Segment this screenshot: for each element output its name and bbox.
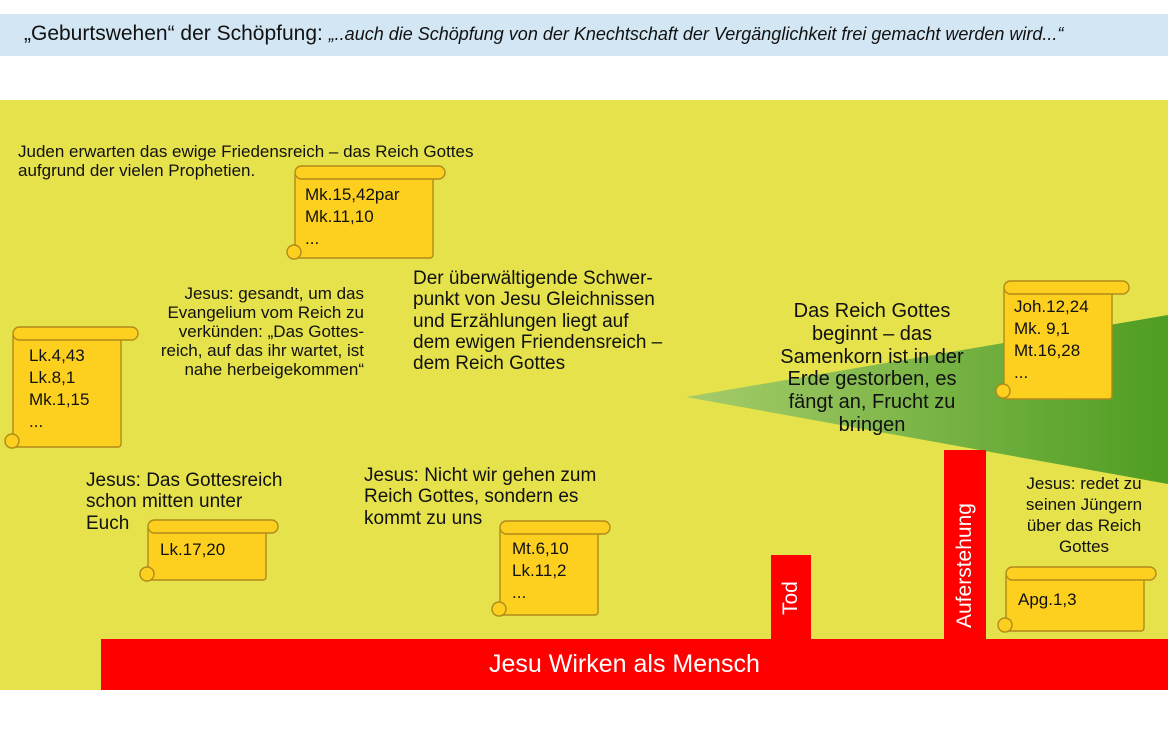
scroll-line: ... <box>512 583 527 602</box>
text-line: Jesus: redet zu <box>1026 474 1142 493</box>
scroll-line: ... <box>305 229 320 248</box>
text-line: über das Reich <box>1026 516 1142 536</box>
text-nicht-wir: Jesus: Nicht wir gehen zum Reich Gottes,… <box>364 465 596 529</box>
text-line: dem ewigen Friendensreich – <box>413 331 663 353</box>
title-text: „Geburtswehen“ der Schöpfung: <box>24 22 323 45</box>
diagram-board: Juden erwarten das ewige Friedensreich –… <box>0 100 1168 690</box>
text-line: Der überwältigende Schwer- <box>413 268 653 289</box>
scroll-line: Mt.6,10 <box>512 539 569 558</box>
text-line: Jesus: gesandt, um das <box>184 284 364 303</box>
scroll-lk17: Lk.17,20 <box>138 519 279 582</box>
scroll-mk: Mk.15,42par Mk.11,10 ... <box>285 165 446 260</box>
text-line: und Erzählungen liegt auf <box>413 310 629 332</box>
title-bar <box>0 14 1168 56</box>
main-bar <box>101 639 1168 690</box>
text-line: Jesus: Nicht wir gehen zum <box>364 465 597 486</box>
text-line: Reich Gottes, sondern es <box>364 486 579 508</box>
text-line: Samenkorn ist in der <box>780 345 964 368</box>
text-line: reich, auf das ihr wartet, ist <box>160 341 364 361</box>
text-line: schon mitten unter <box>86 491 243 513</box>
scroll-line: ... <box>29 412 44 431</box>
text-line: beginnt – das <box>811 322 933 345</box>
text-line: punkt von Jesu Gleichnissen <box>413 289 655 311</box>
tod-label: Tod <box>779 581 802 615</box>
title-quote: „..auch die Schöpfung von der Knechtscha… <box>328 24 1064 44</box>
scroll-line: Lk.17,20 <box>160 540 226 559</box>
text-line: Erde gestorben, es <box>787 368 957 391</box>
scroll-apg: Apg.1,3 <box>996 566 1157 633</box>
page-title: „Geburtswehen“ der Schöpfung: „..auch di… <box>24 22 1063 46</box>
text-line: verkünden: „Das Gottes- <box>178 322 364 342</box>
text-juden: Juden erwarten das ewige Friedensreich –… <box>18 142 473 180</box>
text-line: kommt zu uns <box>364 507 483 529</box>
scroll-line: Mk.15,42par <box>305 185 400 204</box>
scroll-line: Lk.4,43 <box>29 346 85 365</box>
scroll-line: Mt.16,28 <box>1014 341 1081 360</box>
text-line: Gottes <box>1058 537 1110 557</box>
text-line: Juden erwarten das ewige Friedensreich –… <box>18 142 474 161</box>
scroll-line: Lk.11,2 <box>512 561 567 580</box>
scroll-line: Mk. 9,1 <box>1014 319 1070 338</box>
text-line: Jesus: Das Gottesreich <box>86 470 283 491</box>
scroll-line: Joh.12,24 <box>1014 297 1089 316</box>
auferstehung-label: Auferstehung <box>953 503 976 628</box>
scroll-mt6: Mt.6,10 Lk.11,2 ... <box>490 520 611 617</box>
text-line: dem Reich Gottes <box>413 353 566 375</box>
text-schwerpunkt: Der überwältigende Schwer- punkt von Jes… <box>413 268 662 374</box>
text-line: fängt an, Frucht zu <box>788 391 956 414</box>
scroll-line: Lk.8,1 <box>29 368 76 387</box>
text-redet: Jesus: redet zu seinen Jüngern über das … <box>1004 473 1164 557</box>
text-line: Das Reich Gottes <box>793 300 951 322</box>
scroll-line: Apg.1,3 <box>1018 590 1077 609</box>
scroll-line: ... <box>1014 363 1029 382</box>
text-gesandt: Jesus: gesandt, um das Evangelium vom Re… <box>161 284 364 379</box>
scroll-line: Mk.11,10 <box>305 207 374 226</box>
text-line: aufgrund der vielen Prophetien. <box>18 161 256 181</box>
auferstehung-bar <box>944 450 986 645</box>
scroll-lk: Lk.4,43 Lk.8,1 Mk.1,15 ... <box>3 326 139 449</box>
text-line: bringen <box>838 413 906 436</box>
main-bar-label: Jesu Wirken als Mensch <box>489 650 760 678</box>
tod-bar <box>771 555 811 645</box>
text-line: seinen Jüngern <box>1025 495 1143 515</box>
text-mitten: Jesus: Das Gottesreich schon mitten unte… <box>86 470 282 534</box>
text-reich-beginnt: Das Reich Gottes beginnt – das Samenkorn… <box>752 300 992 437</box>
scroll-line: Mk.1,15 <box>29 390 90 409</box>
scroll-joh: Joh.12,24 Mk. 9,1 Mt.16,28 ... <box>994 280 1130 400</box>
text-line: Euch <box>86 512 130 534</box>
text-line: nahe herbeigekommen“ <box>184 360 364 380</box>
text-line: Evangelium vom Reich zu <box>167 303 364 323</box>
